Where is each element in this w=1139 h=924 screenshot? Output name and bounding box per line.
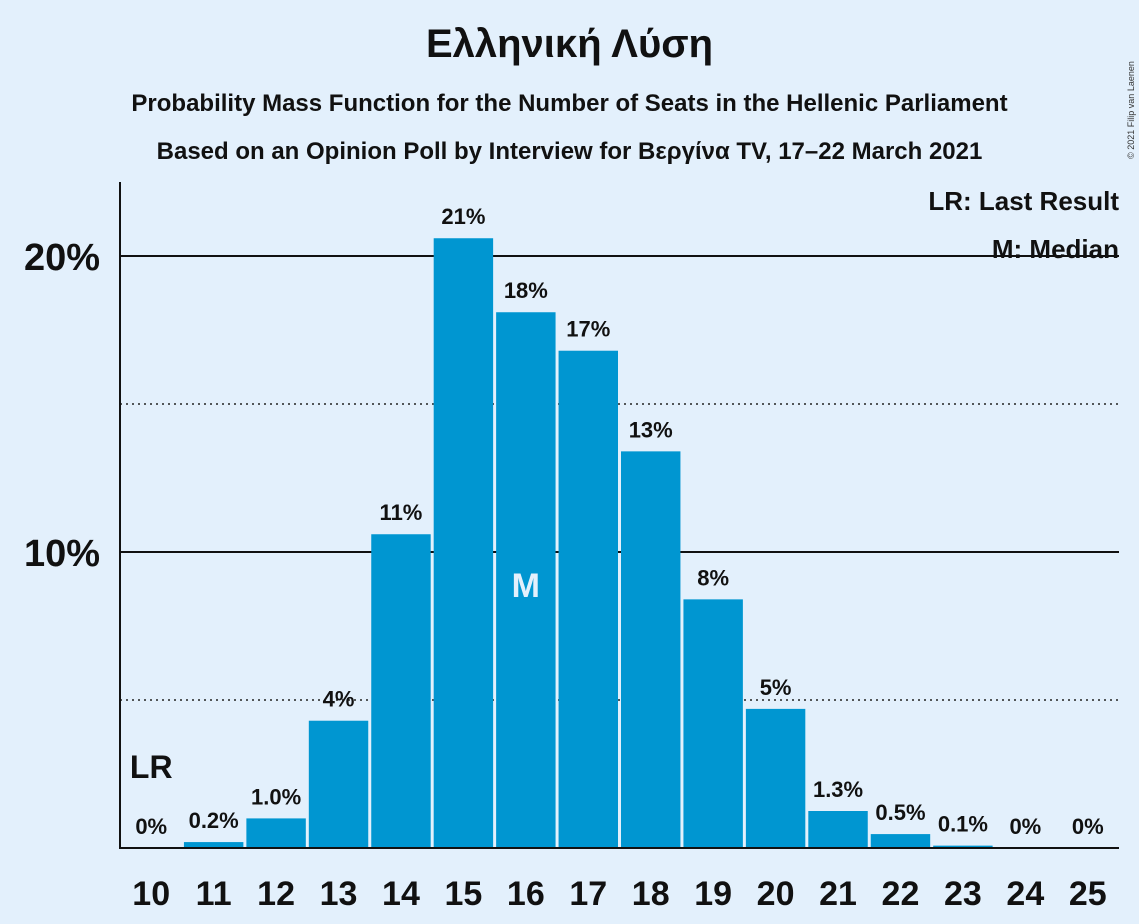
median-marker: M bbox=[512, 567, 540, 605]
x-tick-label: 17 bbox=[569, 875, 607, 913]
data-label: 4% bbox=[323, 687, 355, 712]
bar bbox=[371, 534, 431, 848]
y-tick-label: 20% bbox=[24, 237, 100, 279]
x-tick-label: 10 bbox=[132, 875, 170, 913]
legend-item: LR: Last Result bbox=[928, 186, 1119, 216]
x-tick-label: 22 bbox=[882, 875, 920, 913]
data-label: 8% bbox=[697, 565, 729, 590]
bar bbox=[870, 834, 931, 848]
x-tick-label: 24 bbox=[1006, 875, 1044, 913]
legend-item: M: Median bbox=[992, 234, 1119, 264]
data-label: 0% bbox=[1009, 814, 1041, 839]
x-tick-label: 12 bbox=[257, 875, 295, 913]
x-tick-label: 19 bbox=[694, 875, 732, 913]
bar bbox=[246, 818, 306, 848]
x-tick-label: 13 bbox=[320, 875, 358, 913]
data-label: 11% bbox=[380, 500, 423, 525]
bar bbox=[433, 238, 494, 849]
data-label: 1.0% bbox=[251, 784, 301, 809]
bar bbox=[183, 842, 244, 848]
data-label: 21% bbox=[441, 204, 485, 229]
data-label: 0.1% bbox=[938, 812, 988, 837]
x-tick-label: 14 bbox=[382, 875, 420, 913]
x-tick-label: 18 bbox=[632, 875, 670, 913]
data-label: 0% bbox=[135, 814, 167, 839]
bar bbox=[933, 845, 993, 848]
data-label: 17% bbox=[566, 317, 610, 342]
x-tick-label: 20 bbox=[757, 875, 795, 913]
chart-title: Ελληνική Λύση bbox=[425, 22, 714, 66]
data-label: 5% bbox=[760, 675, 792, 700]
bar bbox=[745, 708, 806, 848]
chart-subtitle-source: Based on an Opinion Poll by Interview fo… bbox=[156, 138, 983, 165]
bar bbox=[558, 350, 618, 848]
data-label: 0.2% bbox=[189, 808, 239, 833]
x-tick-label: 11 bbox=[196, 875, 232, 913]
bar bbox=[496, 312, 556, 848]
data-label: 18% bbox=[504, 278, 548, 303]
data-label: 0.5% bbox=[875, 800, 925, 825]
data-label: 1.3% bbox=[813, 777, 863, 802]
x-tick-label: 23 bbox=[944, 875, 982, 913]
x-tick-label: 25 bbox=[1069, 875, 1107, 913]
x-tick-label: 16 bbox=[507, 875, 545, 913]
y-tick-label: 10% bbox=[24, 533, 100, 575]
bar bbox=[808, 811, 868, 848]
bar bbox=[683, 599, 743, 848]
last-result-marker: LR bbox=[130, 749, 173, 785]
x-tick-label: 15 bbox=[444, 875, 482, 913]
x-tick-label: 21 bbox=[819, 875, 857, 913]
data-label: 13% bbox=[629, 417, 673, 442]
chart-subtitle: Probability Mass Function for the Number… bbox=[131, 90, 1008, 117]
bar bbox=[308, 720, 369, 848]
bar bbox=[621, 451, 681, 848]
data-label: 0% bbox=[1072, 814, 1104, 839]
